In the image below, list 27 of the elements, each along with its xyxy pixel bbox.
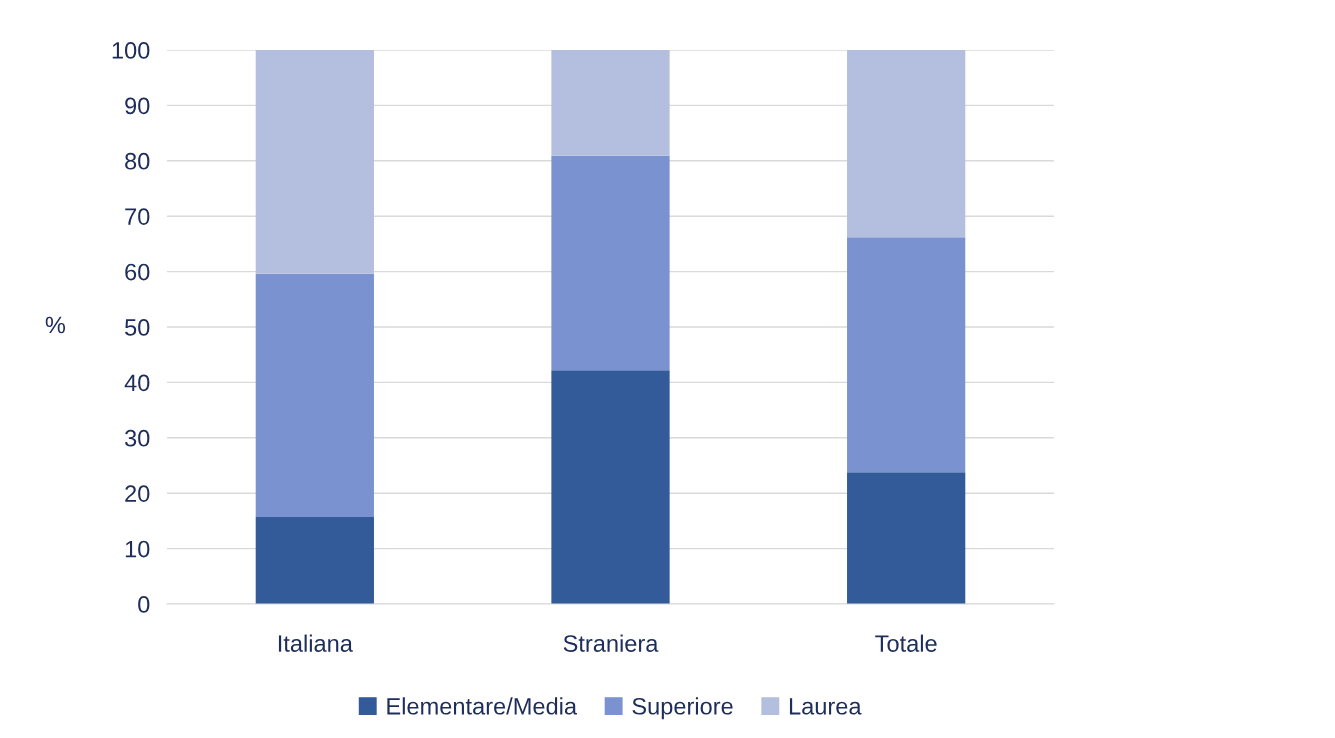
bar <box>551 50 670 156</box>
y-tick-label: 60 <box>125 263 150 281</box>
bar <box>551 155 670 371</box>
y-tick-label: 70 <box>125 208 150 225</box>
y-tick-label: 10 <box>125 540 150 558</box>
y-tick-label: 40 <box>124 374 150 392</box>
bar <box>255 517 374 604</box>
legend-label: Superiore <box>632 697 733 720</box>
legend-label: Laurea <box>789 698 862 715</box>
y-tick-label: 20 <box>125 485 150 502</box>
bar <box>847 472 966 604</box>
legend-label: Elementare/Media <box>387 697 578 715</box>
y-tick-label: 50 <box>125 319 150 336</box>
bar <box>847 237 966 473</box>
y-tick-label: 80 <box>125 152 150 170</box>
bar <box>847 50 966 238</box>
x-tick-label: Totale <box>875 634 937 652</box>
bar <box>255 50 374 274</box>
x-tick-label: Italiana <box>278 634 353 652</box>
bar <box>551 370 670 604</box>
y-axis-title: % <box>45 316 66 334</box>
y-tick-label: 100 <box>112 42 150 59</box>
bar <box>255 273 374 518</box>
y-tick-label: 30 <box>124 429 150 447</box>
y-tick-label: 90 <box>125 97 150 115</box>
x-tick-label: Straniera <box>563 634 659 652</box>
y-tick-label: 0 <box>138 596 150 613</box>
